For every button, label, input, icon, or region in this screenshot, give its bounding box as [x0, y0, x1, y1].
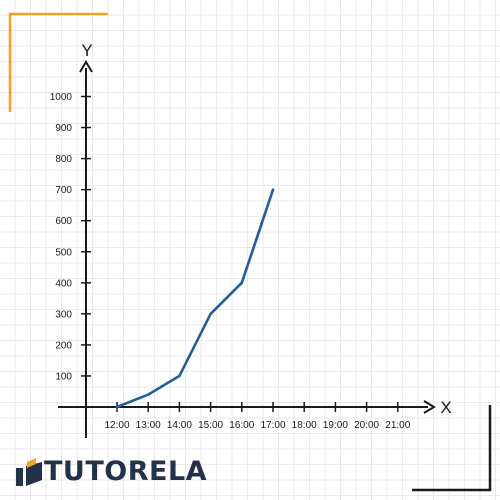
brand-name: TUTORELA	[44, 456, 208, 487]
y-ticks: 100 200 300 400 500 600 700 800 900 1000	[50, 92, 91, 382]
x-tick-label: 12:00	[104, 420, 129, 431]
x-tick-label: 16:00	[229, 420, 254, 431]
x-ticks: 12:00 13:00 14:00 15:00 16:00 17:00 18:00 19:00…	[104, 402, 411, 431]
x-tick-label: 20:00	[354, 420, 379, 431]
x-tick-label: 19:00	[323, 420, 348, 431]
corner-bracket-top-left	[8, 12, 108, 112]
y-tick-label: 100	[55, 371, 72, 382]
y-tick-label: 700	[55, 185, 72, 196]
data-point	[240, 281, 244, 285]
data-point	[178, 374, 181, 378]
x-axis-arrow	[423, 400, 436, 414]
x-tick-label: 17:00	[260, 420, 285, 431]
x-tick-label: 18:00	[292, 420, 317, 431]
y-tick-label: 600	[55, 216, 72, 227]
y-tick-label: 400	[55, 278, 72, 289]
x-tick-label: 21:00	[385, 420, 410, 431]
series	[115, 188, 275, 409]
data-point	[271, 188, 275, 191]
y-axis-title: Y	[81, 41, 92, 60]
y-axis-arrow	[79, 60, 93, 73]
tutorela-logo-icon	[16, 458, 42, 486]
y-tick-label: 1000	[50, 92, 73, 103]
series-line	[115, 188, 275, 409]
y-tick-label: 200	[55, 340, 72, 351]
data-point	[146, 393, 150, 396]
y-tick-label: 800	[55, 154, 72, 165]
x-tick-label: 13:00	[136, 420, 161, 431]
x-tick-label: 15:00	[198, 420, 223, 431]
axes: X Y	[58, 41, 452, 438]
y-tick-label: 500	[55, 247, 72, 258]
y-tick-label: 900	[55, 123, 72, 134]
data-point	[209, 312, 212, 316]
data-point	[115, 405, 119, 409]
y-tick-label: 300	[55, 309, 72, 320]
corner-bracket-bottom-right	[412, 405, 492, 492]
x-axis-title: X	[440, 398, 451, 417]
x-tick-label: 14:00	[167, 420, 192, 431]
